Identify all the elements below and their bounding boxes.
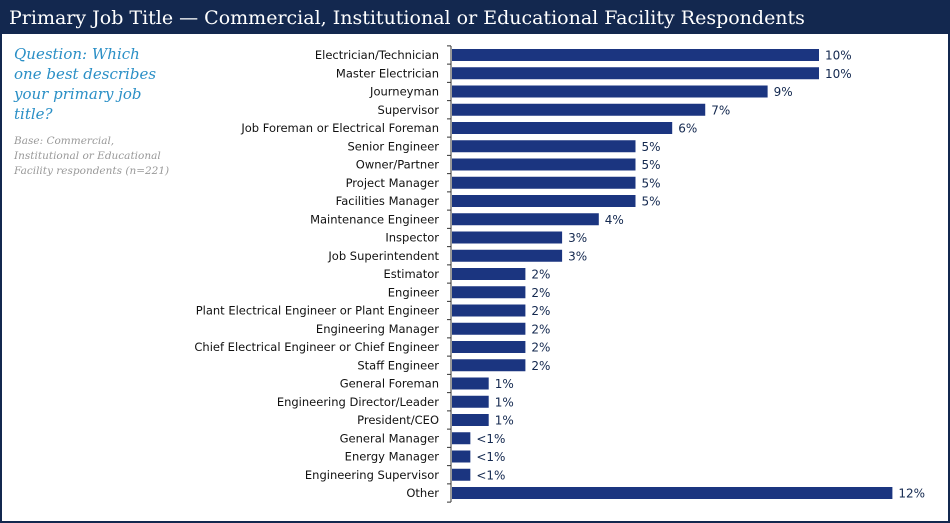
- data-label: 2%: [531, 304, 550, 318]
- data-label: 5%: [642, 176, 661, 190]
- bar: [452, 468, 471, 481]
- data-label: 5%: [642, 140, 661, 154]
- question-text: Question: Which one best describes your …: [14, 45, 157, 123]
- category-label: General Foreman: [340, 377, 439, 391]
- bar: [452, 304, 526, 317]
- category-label: Maintenance Engineer: [310, 212, 439, 226]
- category-label: Project Manager: [346, 176, 440, 190]
- bar: [452, 176, 636, 189]
- data-label: <1%: [476, 450, 505, 464]
- bar: [452, 286, 526, 299]
- category-label: Engineering Director/Leader: [277, 395, 439, 409]
- bar: [452, 432, 471, 445]
- category-label: Engineering Manager: [316, 322, 439, 336]
- data-label: 12%: [898, 487, 925, 501]
- data-label: 1%: [495, 414, 514, 428]
- bar: [452, 322, 526, 335]
- data-label: <1%: [476, 468, 505, 482]
- bar: [452, 122, 673, 134]
- bar: [452, 49, 819, 61]
- category-label: Facilities Manager: [336, 194, 440, 208]
- data-label: <1%: [476, 432, 505, 446]
- bar: [452, 359, 526, 372]
- bar: [452, 450, 471, 463]
- bar: [452, 377, 489, 390]
- data-label: 5%: [642, 158, 661, 172]
- bar: [452, 195, 636, 207]
- category-label: Electrician/Technician: [315, 48, 439, 62]
- bar: [452, 395, 489, 408]
- category-label: Inspector: [385, 231, 439, 245]
- base-note: Base: Commercial, Institutional or Educa…: [14, 135, 170, 177]
- bar: [452, 103, 706, 116]
- page-title: Primary Job Title — Commercial, Institut…: [2, 2, 948, 34]
- category-label: Chief Electrical Engineer or Chief Engin…: [194, 340, 439, 354]
- bar: [452, 249, 563, 262]
- data-label: 5%: [642, 195, 661, 209]
- data-label: 2%: [531, 359, 550, 373]
- category-label: Estimator: [384, 267, 440, 281]
- data-label: 6%: [678, 122, 697, 136]
- data-label: 3%: [568, 249, 587, 263]
- category-label: Master Electrician: [336, 66, 439, 80]
- data-label: 2%: [531, 322, 550, 336]
- bar: [452, 414, 489, 426]
- data-label: 4%: [605, 213, 624, 227]
- bar: [452, 67, 819, 80]
- category-label: Job Foreman or Electrical Foreman: [240, 121, 439, 135]
- data-label: 7%: [711, 103, 730, 117]
- data-label: 2%: [531, 286, 550, 300]
- bar: [452, 487, 893, 499]
- data-label: 10%: [825, 67, 852, 81]
- category-label: Supervisor: [378, 103, 440, 117]
- category-label: General Manager: [340, 431, 440, 445]
- data-label: 9%: [774, 85, 793, 99]
- data-label: 1%: [495, 395, 514, 409]
- category-label: Senior Engineer: [348, 139, 440, 153]
- category-label: Energy Manager: [345, 450, 440, 464]
- bar: [452, 341, 526, 353]
- bar: [452, 213, 599, 226]
- category-label: Other: [406, 486, 439, 500]
- data-label: 2%: [531, 341, 550, 355]
- category-label: Plant Electrical Engineer or Plant Engin…: [196, 304, 440, 318]
- category-label: Engineering Supervisor: [305, 468, 439, 482]
- bar: [452, 268, 526, 280]
- bar: [452, 85, 768, 98]
- category-label: President/CEO: [357, 413, 439, 427]
- data-label: 2%: [531, 268, 550, 282]
- bar: [452, 158, 636, 171]
- category-label: Owner/Partner: [356, 158, 439, 172]
- data-label: 10%: [825, 49, 852, 63]
- category-label: Engineer: [388, 285, 439, 299]
- category-label: Job Superintendent: [327, 249, 439, 263]
- data-label: 3%: [568, 231, 587, 245]
- bar: [452, 140, 636, 153]
- data-label: 1%: [495, 377, 514, 391]
- category-label: Journeyman: [369, 85, 439, 99]
- category-label: Staff Engineer: [357, 358, 439, 372]
- bar: [452, 231, 563, 244]
